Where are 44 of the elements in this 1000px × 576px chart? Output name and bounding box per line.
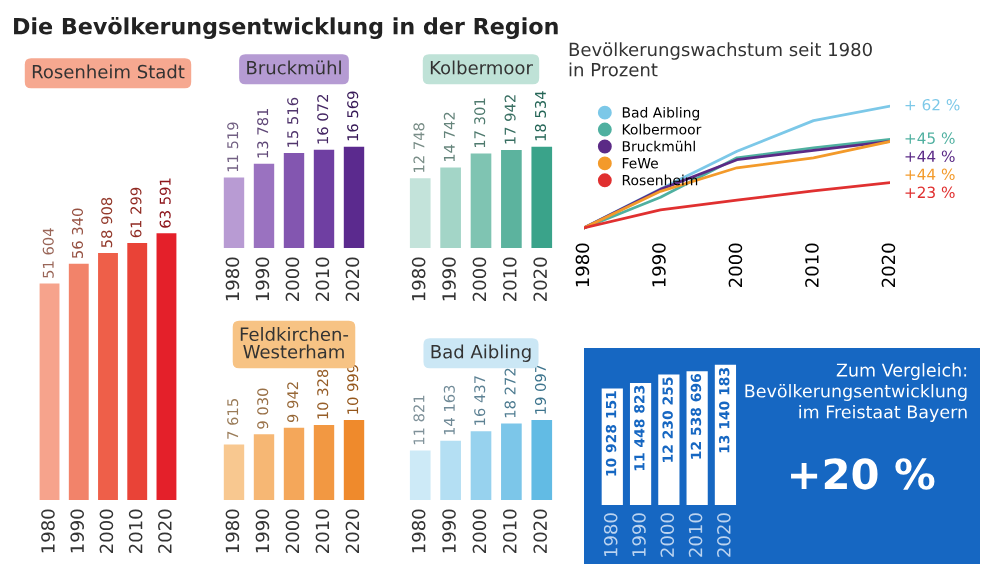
- x-tick-label: 2000: [472, 257, 487, 301]
- x-tick-label: 2020: [881, 243, 896, 287]
- chart-title: Kolbermoor: [430, 60, 533, 75]
- x-tick-label: 2010: [805, 243, 819, 287]
- chart-title: Bruckmühl: [247, 60, 341, 75]
- x-tick-label: 1980: [575, 243, 590, 287]
- chart-title: Rosenheim Stadt: [32, 64, 185, 79]
- x-tick-label: 2010: [502, 257, 517, 301]
- x-tick-label: 1980: [603, 513, 618, 557]
- x-tick-label: 1990: [652, 243, 666, 287]
- x-tick-label: 2020: [717, 513, 731, 557]
- x-tick-label: 1980: [411, 257, 426, 301]
- x-tick-label: 2010: [688, 513, 703, 557]
- x-tick-label: 1990: [442, 257, 456, 301]
- x-tick-label: 2000: [285, 257, 300, 301]
- x-tick-label: 2010: [315, 257, 330, 301]
- x-tick-label: 1980: [225, 257, 240, 301]
- x-tick-label: 2000: [728, 243, 743, 287]
- x-tick-label: 2020: [345, 257, 360, 301]
- x-tick-label: 2020: [533, 509, 548, 553]
- x-tick-label: 2000: [660, 513, 675, 557]
- chart-title: Bevölkerungswachstum seit 1980 in Prozent: [569, 42, 872, 77]
- text: +20 %: [791, 458, 935, 490]
- text: Die Bevölkerungsentwicklung in der Region: [14, 17, 558, 39]
- x-tick-label: 1980: [225, 509, 240, 553]
- x-tick-label: 2000: [472, 509, 487, 553]
- text: Zum Vergleich: Bevölkerungsentwicklung im Freistaat Bayern: [745, 363, 967, 422]
- x-tick-label: 1980: [411, 509, 426, 553]
- x-tick-label: 2010: [502, 509, 517, 553]
- x-tick-label: 2010: [128, 509, 143, 553]
- x-tick-label: 2000: [99, 509, 114, 553]
- x-tick-label: 1990: [632, 513, 646, 557]
- x-tick-label: 1990: [255, 509, 270, 553]
- x-tick-label: 1980: [41, 509, 55, 553]
- x-tick-label: 2020: [158, 509, 172, 553]
- x-tick-label: 2010: [315, 509, 330, 553]
- x-tick-label: 1990: [70, 509, 85, 553]
- chart-title: Feldkirchen- Westerham: [240, 327, 349, 359]
- x-tick-label: 2000: [285, 509, 300, 553]
- x-tick-label: 1990: [255, 257, 270, 301]
- x-tick-label: 2020: [533, 257, 548, 301]
- x-tick-label: 2020: [345, 509, 360, 553]
- x-tick-label: 1990: [442, 509, 456, 553]
- chart-title: Bad Aibling: [431, 344, 531, 362]
